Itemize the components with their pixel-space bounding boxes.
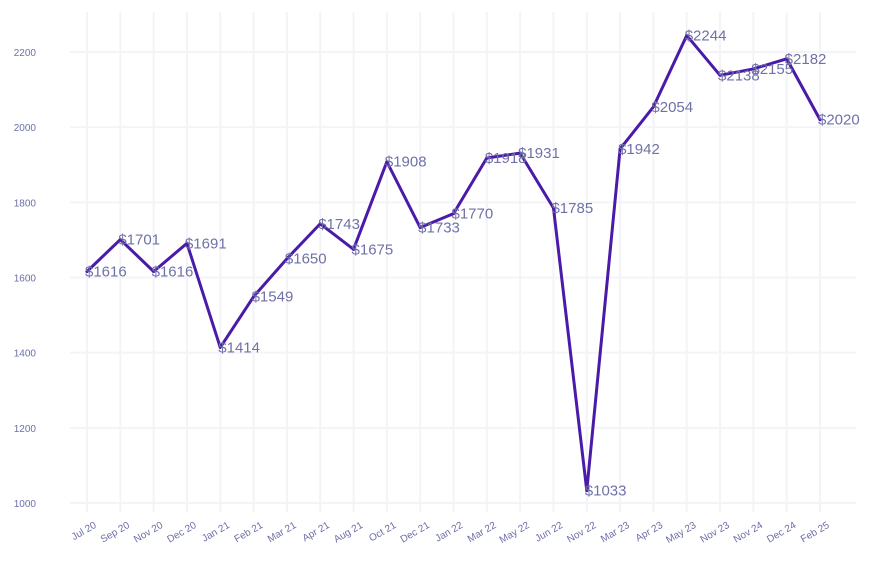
- y-tick-label: 1800: [14, 198, 37, 209]
- data-label: $2020: [818, 112, 860, 129]
- x-tick-label: Apr 21: [301, 520, 332, 544]
- y-tick-label: 1200: [14, 424, 37, 435]
- data-point: [751, 67, 755, 71]
- y-tick-label: 2200: [14, 48, 37, 59]
- data-label: $1942: [618, 141, 660, 158]
- x-tick-label: May 23: [664, 520, 698, 546]
- series-layer: [85, 33, 822, 493]
- data-label: $1616: [152, 263, 194, 280]
- data-label: $2138: [718, 67, 760, 84]
- data-label: $2155: [751, 61, 793, 78]
- data-point: [118, 238, 122, 242]
- data-label: $2244: [685, 27, 727, 44]
- x-axis-ticks: Jul 20 Sep 20 Nov 20 Dec 20 Jan 21 Feb 21 Mar …: [70, 520, 832, 546]
- data-label: $1675: [352, 241, 394, 258]
- data-point: [85, 269, 89, 273]
- x-tick-label: Nov 22: [565, 520, 598, 546]
- data-label: $1785: [551, 200, 593, 217]
- y-tick-label: 1400: [14, 349, 37, 360]
- data-point: [651, 105, 655, 109]
- x-tick-label: Dec 20: [166, 520, 199, 546]
- data-label: $1701: [118, 232, 160, 249]
- data-point: [218, 345, 222, 349]
- data-label: $1414: [218, 339, 260, 356]
- x-tick-label: Mar 23: [599, 520, 632, 545]
- data-label: $1616: [85, 263, 127, 280]
- data-label: $1691: [185, 235, 227, 252]
- data-point: [485, 156, 489, 160]
- data-point: [585, 489, 589, 493]
- data-point: [318, 222, 322, 226]
- data-point: [618, 147, 622, 151]
- data-point: [352, 247, 356, 251]
- gridlines: [70, 12, 856, 512]
- data-point: [551, 206, 555, 210]
- x-tick-label: Dec 21: [399, 520, 432, 546]
- x-tick-label: Oct 21: [367, 520, 398, 544]
- x-tick-label: Nov 23: [699, 520, 732, 546]
- data-point: [152, 269, 156, 273]
- x-tick-label: Feb 25: [799, 520, 832, 545]
- data-point: [518, 151, 522, 155]
- x-tick-label: Nov 20: [132, 520, 165, 546]
- data-point: [452, 212, 455, 216]
- data-point: [785, 57, 789, 61]
- data-point: [185, 241, 189, 245]
- data-label: $1931: [518, 145, 560, 162]
- x-tick-label: Mar 21: [266, 520, 299, 545]
- x-tick-label: Aug 21: [332, 520, 365, 546]
- data-point: [285, 257, 289, 261]
- x-tick-label: Jan 22: [433, 520, 465, 545]
- data-label: $1733: [418, 220, 460, 237]
- data-label: $2054: [651, 99, 693, 116]
- y-tick-label: 1000: [14, 499, 37, 510]
- data-label: $1650: [285, 251, 327, 268]
- y-tick-label: 2000: [14, 123, 37, 134]
- x-tick-label: Sep 20: [99, 520, 132, 546]
- data-point: [818, 118, 822, 122]
- x-tick-label: May 22: [498, 520, 532, 546]
- x-tick-label: Nov 24: [732, 520, 765, 546]
- data-point: [718, 73, 722, 77]
- y-axis-ticks: 1000 1200 1400 1600 1800 2000 2200: [14, 48, 37, 510]
- x-tick-label: Feb 21: [233, 520, 266, 545]
- data-point: [385, 160, 389, 164]
- data-label: $1770: [452, 206, 494, 223]
- x-tick-label: Jan 21: [200, 520, 232, 545]
- data-label: $1743: [318, 216, 360, 233]
- x-tick-label: Apr 23: [634, 520, 665, 544]
- data-label: $1033: [585, 483, 627, 500]
- y-tick-label: 1600: [14, 274, 37, 285]
- x-tick-label: Jul 20: [70, 520, 99, 543]
- data-label: $1918: [485, 150, 527, 167]
- data-label: $2182: [785, 51, 827, 68]
- x-tick-label: Dec 24: [765, 520, 798, 546]
- data-point: [418, 226, 422, 230]
- x-tick-label: Jun 22: [533, 520, 565, 545]
- data-labels: $1616 $1701 $1616 $1691 $1414 $1549 $1650 $1743…: [85, 27, 860, 499]
- data-label: $1908: [385, 154, 427, 171]
- x-tick-label: Mar 22: [466, 520, 499, 545]
- data-label: $1549: [252, 289, 294, 306]
- data-point: [252, 295, 256, 299]
- data-point: [685, 33, 689, 37]
